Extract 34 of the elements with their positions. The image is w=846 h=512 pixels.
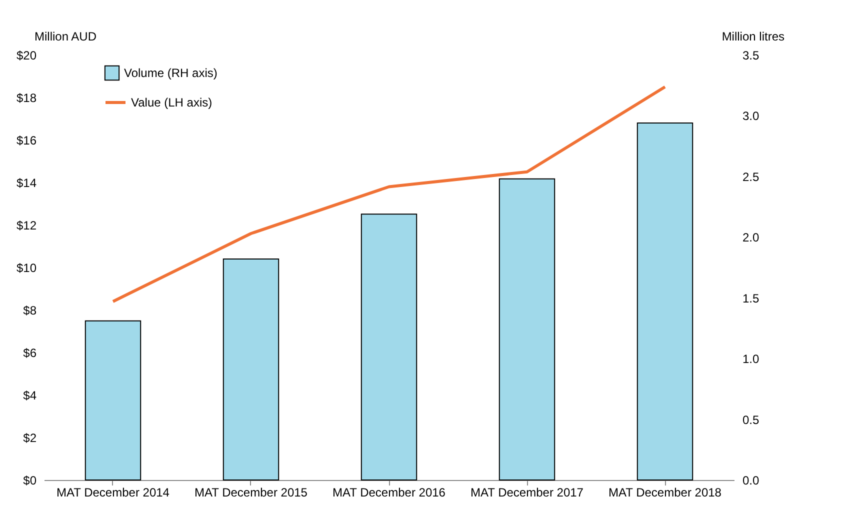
x-tick-label: MAT December 2014 xyxy=(56,486,170,500)
y-tick-label: $8 xyxy=(23,304,37,318)
y2-tick-label: 2.5 xyxy=(742,170,760,184)
y-tick-label: $14 xyxy=(16,176,37,190)
legend-label: Volume (RH axis) xyxy=(124,66,218,80)
y-tick-label: $0 xyxy=(23,474,37,488)
x-tick-label: MAT December 2016 xyxy=(332,486,446,500)
y-tick-label: $10 xyxy=(16,261,37,275)
y2-tick-label: 0.5 xyxy=(742,412,760,427)
y2-tick-label: 2.0 xyxy=(742,230,760,245)
y-axis-title: Million AUD xyxy=(34,30,97,44)
legend-label: Value (LH axis) xyxy=(131,96,212,110)
bar xyxy=(636,122,694,480)
bar xyxy=(360,214,418,480)
y-tick-label: $18 xyxy=(16,91,37,105)
y2-tick-label: 0.0 xyxy=(742,474,760,488)
bar xyxy=(498,178,556,480)
y-tick-label: $4 xyxy=(23,388,37,402)
bar xyxy=(222,258,280,480)
y-tick-label: $2 xyxy=(23,431,37,445)
y-tick-label: $20 xyxy=(16,48,37,62)
bar xyxy=(84,320,142,480)
x-tick-label: MAT December 2018 xyxy=(608,486,722,500)
y-tick-label: $6 xyxy=(23,346,37,360)
y2-tick-label: 3.0 xyxy=(742,109,760,124)
y2-tick-label: 1.5 xyxy=(742,291,760,306)
y2-tick-label: 1.0 xyxy=(742,352,760,366)
y2-axis-title: Million litres xyxy=(722,30,784,44)
y-tick-label: $12 xyxy=(16,218,37,232)
x-tick-label: MAT December 2017 xyxy=(470,486,584,500)
x-tick-label: MAT December 2015 xyxy=(194,486,308,500)
line-series xyxy=(112,85,666,303)
y-tick-label: $16 xyxy=(16,134,37,148)
y2-tick-label: 3.5 xyxy=(742,48,760,62)
